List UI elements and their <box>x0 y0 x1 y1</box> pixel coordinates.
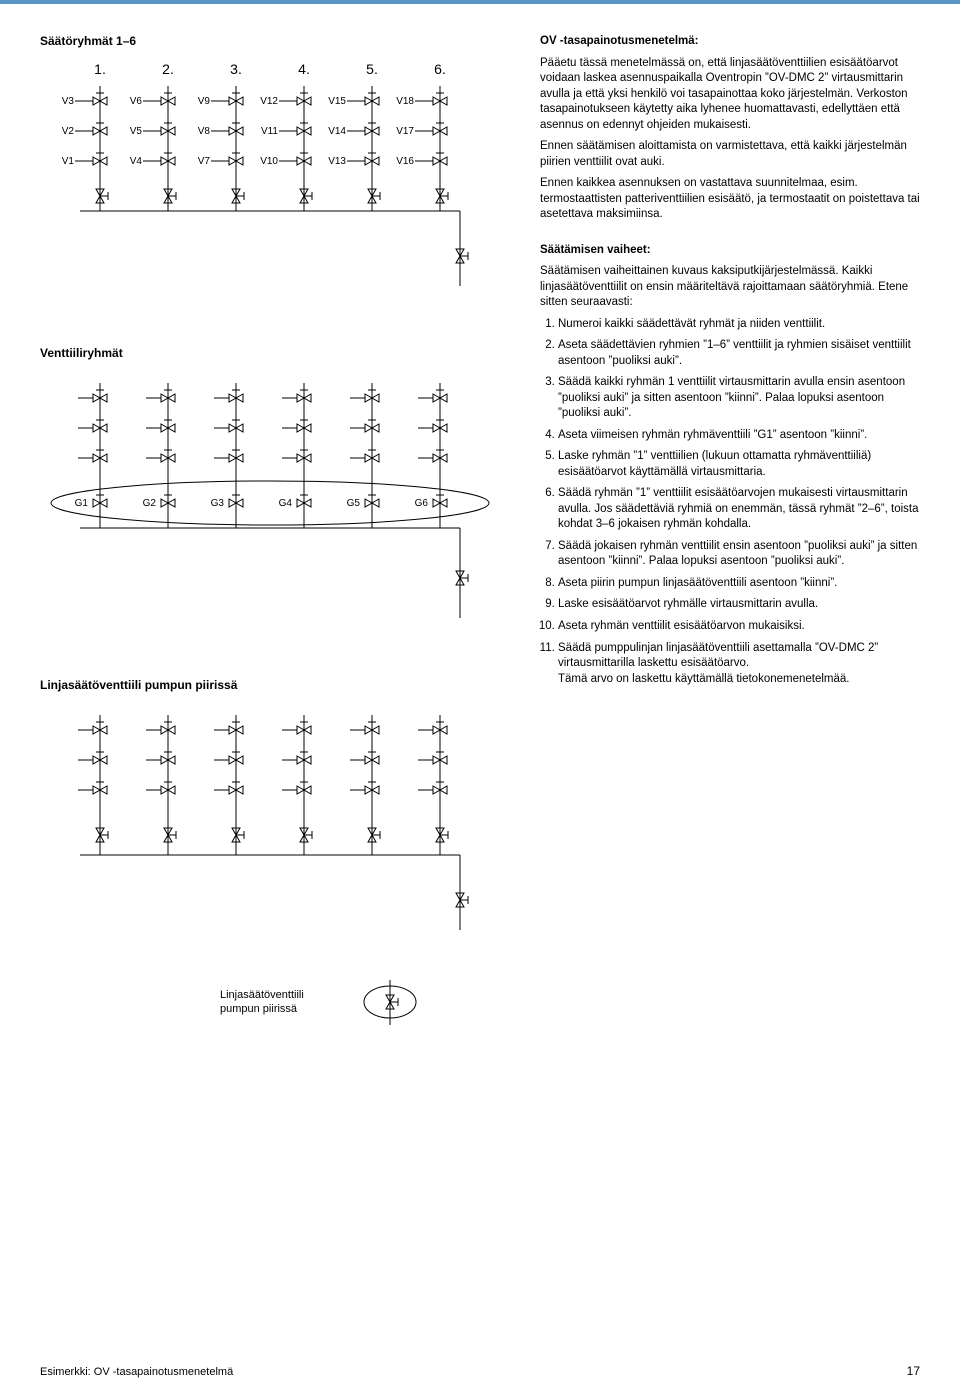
step-item: Säädä pumppulinjan linjasäätöventtiili a… <box>558 641 920 688</box>
step-item: Säädä ryhmän ”1” venttiilit esisäätöarvo… <box>558 486 920 533</box>
page-number: 17 <box>907 1364 920 1378</box>
svg-text:V12: V12 <box>260 96 278 107</box>
svg-text:3.: 3. <box>230 61 242 77</box>
svg-text:V1: V1 <box>62 156 75 167</box>
diagram3-title: Linjasäätöventtiili pumpun piirissä <box>40 678 510 692</box>
svg-text:V15: V15 <box>328 96 346 107</box>
step-item: Aseta ryhmän venttiilit esisäätöarvon mu… <box>558 619 920 635</box>
steps-list: Numeroi kaikki säädettävät ryhmät ja nii… <box>540 317 920 687</box>
bottom-caption-block: Linjasäätöventtiili pumpun piirissä <box>40 970 510 1040</box>
diagram1-title: Säätöryhmät 1–6 <box>40 34 510 48</box>
right-p3: Ennen kaikkea asennuksen on vastattava s… <box>540 176 920 223</box>
diagram2-title: Venttiiliryhmät <box>40 346 510 360</box>
svg-text:V10: V10 <box>260 156 278 167</box>
right-h1: OV -tasapainotusmenetelmä: <box>540 34 920 50</box>
svg-text:Linjasäätöventtiili: Linjasäätöventtiili <box>220 989 304 1001</box>
svg-text:G1: G1 <box>75 498 89 509</box>
svg-text:V5: V5 <box>130 126 143 137</box>
svg-text:V14: V14 <box>328 126 346 137</box>
svg-text:5.: 5. <box>366 61 378 77</box>
right-h2: Säätämisen vaiheet: <box>540 243 920 259</box>
right-p2: Ennen säätämisen aloittamista on varmist… <box>540 139 920 170</box>
step-item: Säädä kaikki ryhmän 1 venttiilit virtaus… <box>558 375 920 422</box>
step-item: Numeroi kaikki säädettävät ryhmät ja nii… <box>558 317 920 333</box>
svg-text:V3: V3 <box>62 96 75 107</box>
svg-text:4.: 4. <box>298 61 310 77</box>
step-item: Aseta säädettävien ryhmien ”1–6” venttii… <box>558 338 920 369</box>
step-item: Laske esisäätöarvot ryhmälle virtausmitt… <box>558 597 920 613</box>
step-item: Laske ryhmän ”1” venttiilien (lukuun ott… <box>558 449 920 480</box>
page-content: Säätöryhmät 1–6 1. 2. 3. 4. 5. 6. V3 V2 V1 V6 V5 V4… <box>0 4 960 1040</box>
svg-text:pumpun piirissä: pumpun piirissä <box>220 1003 298 1015</box>
svg-text:G5: G5 <box>347 498 361 509</box>
svg-text:V4: V4 <box>130 156 143 167</box>
svg-text:G2: G2 <box>143 498 157 509</box>
step-item: Aseta viimeisen ryhmän ryhmäventtiili ”G… <box>558 428 920 444</box>
svg-text:G4: G4 <box>279 498 293 509</box>
svg-text:V9: V9 <box>198 96 211 107</box>
svg-text:V16: V16 <box>396 156 414 167</box>
svg-text:6.: 6. <box>434 61 446 77</box>
footer-caption: Esimerkki: OV -tasapainotusmenetelmä <box>40 1366 233 1378</box>
svg-text:V2: V2 <box>62 126 75 137</box>
svg-text:V17: V17 <box>396 126 414 137</box>
svg-text:G3: G3 <box>211 498 225 509</box>
left-column: Säätöryhmät 1–6 1. 2. 3. 4. 5. 6. V3 V2 V1 V6 V5 V4… <box>40 34 510 1040</box>
diagram1: 1. 2. 3. 4. 5. 6. V3 V2 V1 V6 V5 V4 V9 V8 V7 V12 V11 V10 V… <box>40 56 510 306</box>
step-item: Aseta piirin pumpun linjasäätöventtiili … <box>558 576 920 592</box>
svg-text:V11: V11 <box>261 126 278 137</box>
diagram3 <box>40 700 510 950</box>
step-item: Säädä jokaisen ryhmän venttiilit ensin a… <box>558 539 920 570</box>
diagram2: G1 G2 G3 G4 G5 G6 <box>40 368 510 648</box>
svg-text:V18: V18 <box>396 96 414 107</box>
svg-text:V6: V6 <box>130 96 143 107</box>
svg-text:V7: V7 <box>198 156 211 167</box>
svg-text:G6: G6 <box>415 498 429 509</box>
right-p4: Säätämisen vaiheittainen kuvaus kaksiput… <box>540 264 920 311</box>
svg-text:2.: 2. <box>162 61 174 77</box>
svg-text:V8: V8 <box>198 126 211 137</box>
right-p1: Pääetu tässä menetelmässä on, että linja… <box>540 56 920 134</box>
svg-text:1.: 1. <box>94 61 106 77</box>
right-column: OV -tasapainotusmenetelmä: Pääetu tässä … <box>540 34 920 1040</box>
svg-text:V13: V13 <box>328 156 346 167</box>
